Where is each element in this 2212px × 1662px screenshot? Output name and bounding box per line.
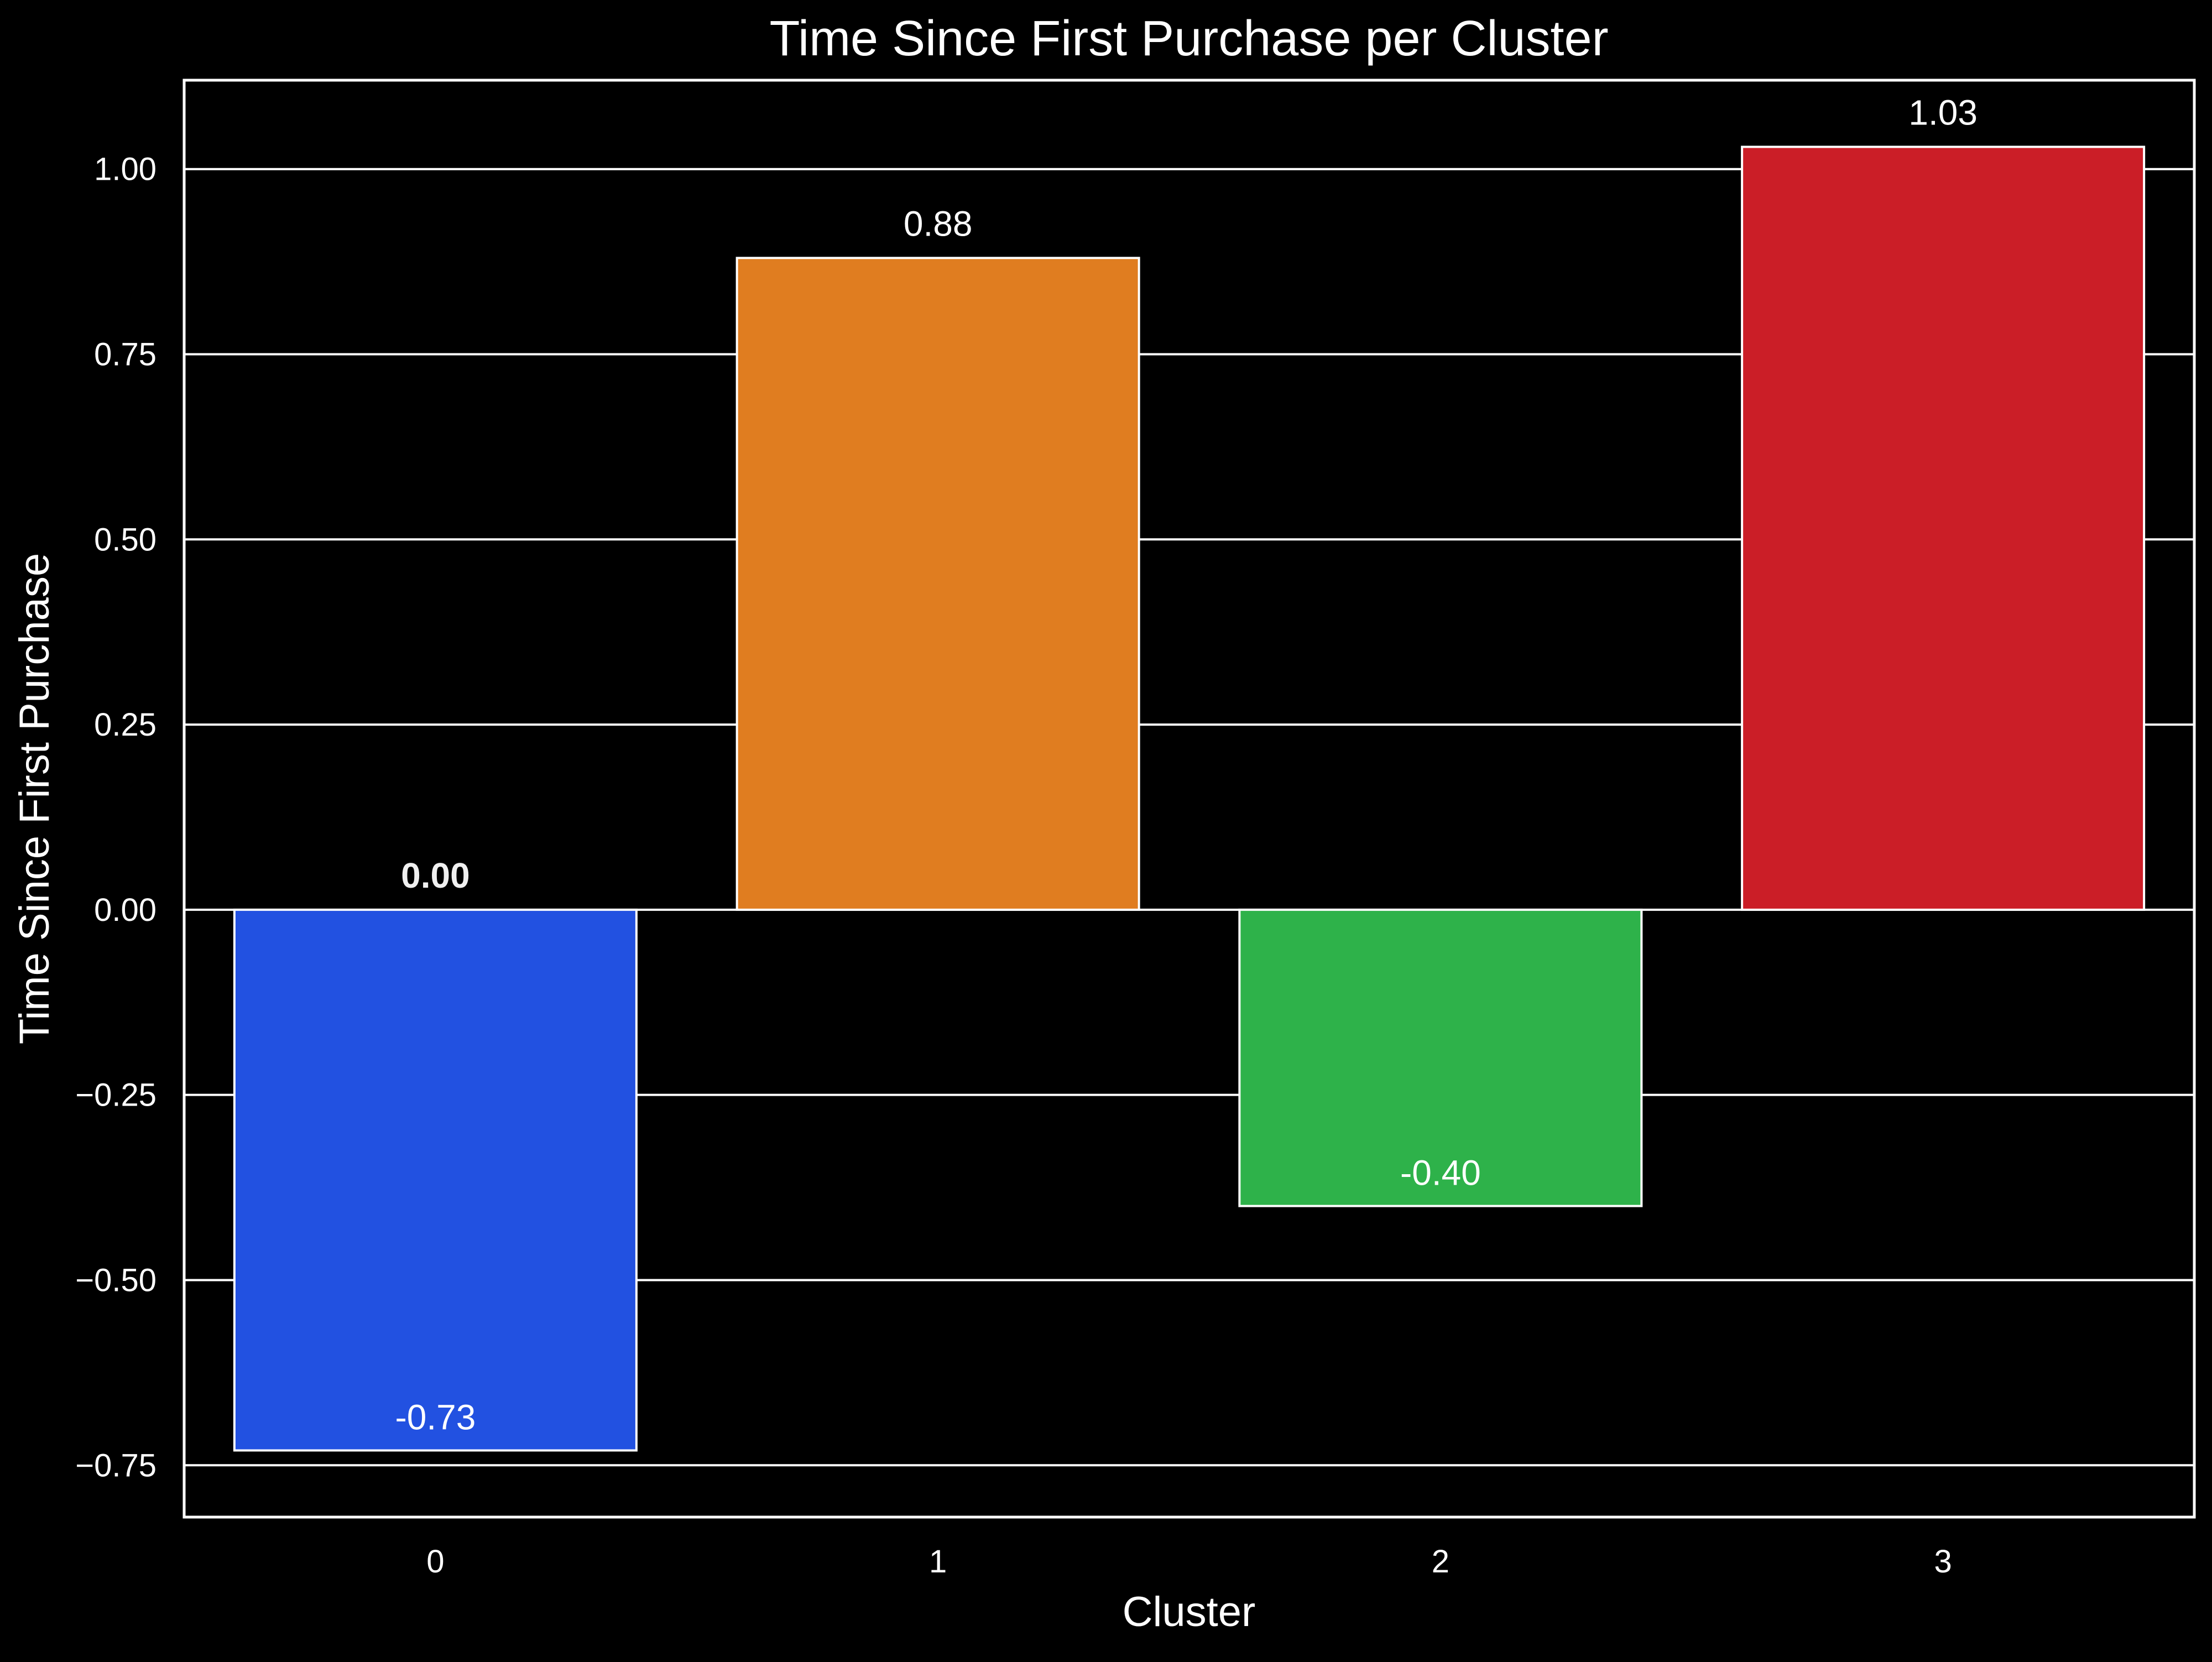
data-label: -0.40 xyxy=(1400,1153,1481,1193)
bar-cluster-1 xyxy=(735,257,1140,911)
label-layer: -0.73 0.88 -0.40 1.03 0.00 xyxy=(395,93,1977,1437)
chart-title: Time Since First Purchase per Cluster xyxy=(769,11,1608,66)
y-tick-label: 0.00 xyxy=(94,892,156,928)
x-tick-label: 0 xyxy=(426,1544,444,1580)
x-tick-label: 1 xyxy=(929,1544,947,1580)
y-tick-label: 1.00 xyxy=(94,152,156,187)
y-tick-label: −0.75 xyxy=(75,1447,156,1483)
x-tick-label: 2 xyxy=(1432,1544,1449,1580)
y-tick-label: 0.25 xyxy=(94,707,156,743)
y-tick-label: 0.50 xyxy=(94,522,156,558)
plot-frame xyxy=(182,79,2196,1519)
y-tick-label: 0.75 xyxy=(94,336,156,372)
x-tick-label: 3 xyxy=(1934,1544,1952,1580)
bar-cluster-0 xyxy=(233,908,638,1452)
x-axis-label: Cluster xyxy=(1123,1588,1256,1635)
y-axis-label: Time Since First Purchase xyxy=(11,553,58,1044)
zero-annotation: 0.00 xyxy=(401,856,470,895)
tick-layer: −0.75 −0.50 −0.25 0.00 0.25 0.50 0.75 1.00 0 1 2 3 xyxy=(75,152,1952,1580)
y-tick-label: −0.25 xyxy=(75,1077,156,1113)
bar-layer xyxy=(233,145,2146,1452)
bar-cluster-2 xyxy=(1238,908,1643,1207)
data-label: 0.88 xyxy=(904,204,973,243)
data-label: 1.03 xyxy=(1908,93,1978,133)
bar-cluster-3 xyxy=(1741,145,2146,911)
y-tick-label: −0.50 xyxy=(75,1262,156,1298)
data-label: -0.73 xyxy=(395,1397,476,1437)
